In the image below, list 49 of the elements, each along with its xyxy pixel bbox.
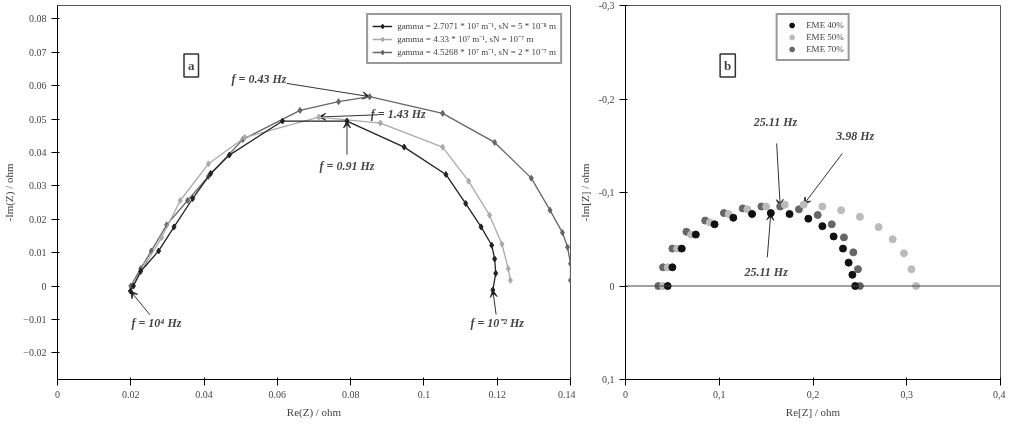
y-tick-label: 0.04 bbox=[29, 146, 47, 158]
y-tick-label: -0,2 bbox=[598, 93, 615, 105]
legend-label: gamma = 2.7071 * 10⁷ m⁻¹, sN = 5 * 10⁻⁸ m bbox=[397, 20, 556, 32]
x-tick-label: 0 bbox=[55, 388, 60, 400]
annotation: 25.11 Hz bbox=[752, 115, 798, 130]
y-tick-label: 0.01 bbox=[29, 247, 47, 259]
annotation: f = 10⁻² Hz bbox=[470, 315, 525, 330]
annotation: a bbox=[188, 58, 195, 74]
y-tick-label: 0 bbox=[41, 280, 47, 292]
x-tick-label: 0.1 bbox=[417, 388, 431, 400]
x-tick-label: 0,4 bbox=[993, 388, 1006, 400]
y-tick-label: 0.06 bbox=[29, 80, 47, 92]
y-tick-label: 0 bbox=[609, 280, 615, 292]
annotation: f = 1.43 Hz bbox=[370, 107, 427, 122]
y-tick-label: 0.03 bbox=[29, 180, 47, 192]
y-tick-label: 0.08 bbox=[29, 13, 47, 25]
x-tick-label: 0.04 bbox=[195, 388, 213, 400]
annotation: f = 0.91 Hz bbox=[319, 158, 375, 173]
y-tick-label: 0.07 bbox=[29, 46, 47, 58]
x-axis-title: Re[Z] / ohm bbox=[785, 405, 841, 418]
y-tick-label: 0,1 bbox=[602, 374, 615, 385]
y-tick-label: −0.02 bbox=[23, 347, 47, 359]
annotation: 3.98 Hz bbox=[835, 129, 875, 144]
y-tick-label: -0,3 bbox=[598, 0, 615, 11]
legend-label: EME 40% bbox=[806, 19, 844, 31]
x-tick-label: 0 bbox=[623, 388, 628, 400]
y-axis-title: -Im(Z) / ohm bbox=[3, 163, 17, 222]
x-tick-label: 0,3 bbox=[900, 388, 913, 400]
y-tick-label: −0.01 bbox=[23, 313, 47, 325]
x-tick-label: 0.08 bbox=[341, 388, 360, 400]
x-tick-label: 0.12 bbox=[488, 388, 506, 400]
x-tick-label: 0.02 bbox=[122, 388, 140, 400]
x-tick-label: 0,2 bbox=[806, 388, 820, 400]
y-tick-label: 0.05 bbox=[29, 113, 47, 125]
y-tick-label: 0.02 bbox=[29, 213, 47, 225]
y-axis-title: -Im[Z] / ohm bbox=[578, 163, 591, 222]
legend-label: EME 70% bbox=[806, 43, 844, 55]
x-tick-label: 0,1 bbox=[713, 388, 726, 400]
annotation: b bbox=[724, 58, 732, 74]
x-axis-title: Re(Z) / ohm bbox=[286, 405, 342, 419]
annotation: 25.11 Hz bbox=[743, 264, 789, 279]
x-tick-label: 0.14 bbox=[558, 388, 576, 400]
legend-label: gamma = 4.33 * 10⁷ m⁻¹, sN = 10⁻⁷ m bbox=[397, 33, 534, 45]
annotation: f = 0.43 Hz bbox=[231, 71, 287, 86]
legend-label: gamma = 4.5268 * 10⁷ m⁻¹, sN = 2 * 10⁻⁷ m bbox=[397, 46, 556, 58]
x-tick-label: 0.06 bbox=[268, 388, 287, 400]
y-tick-label: -0,1 bbox=[598, 187, 615, 198]
legend-label: EME 50% bbox=[806, 31, 844, 43]
annotation: f = 10⁴ Hz bbox=[131, 315, 182, 330]
